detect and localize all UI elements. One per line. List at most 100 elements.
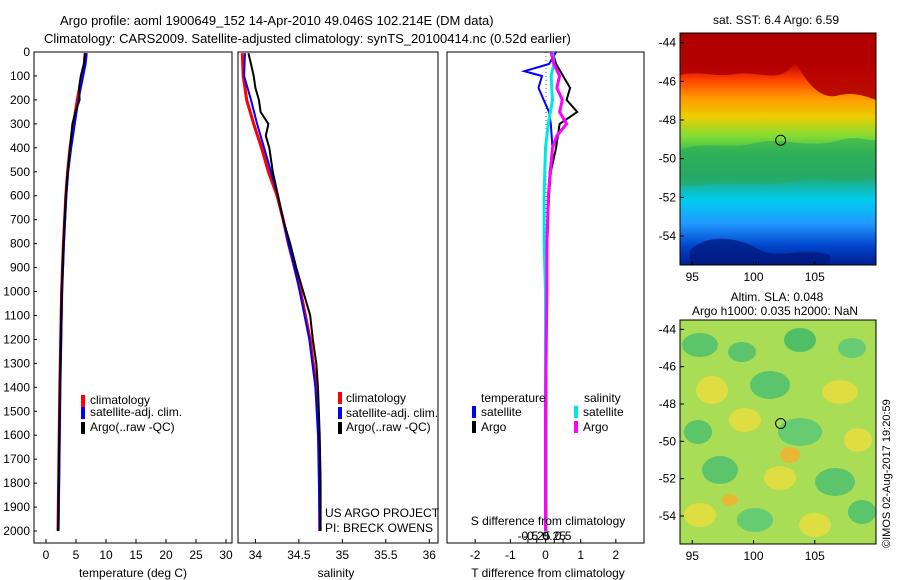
- depth-tick-label: 200: [10, 93, 30, 107]
- argo-float-marker: [775, 418, 787, 430]
- legend-swatch-sal-argo: [574, 421, 578, 433]
- depth-tick-label: 400: [10, 141, 30, 155]
- sla-blob: [844, 428, 872, 452]
- s-diff-tick-label: 0: [542, 529, 549, 543]
- legend-label-satellite: satellite-adj. clim.: [90, 405, 182, 419]
- sla-map-subtitle: Argo h1000: 0.035 h2000: NaN: [692, 304, 858, 318]
- legend-label-sal-satellite: satellite: [583, 405, 624, 419]
- t-difference-label: T difference from climatology: [471, 566, 625, 580]
- salinity-xlabel: salinity: [318, 566, 355, 580]
- depth-tick-label: 1400: [3, 380, 30, 394]
- temperature-panel: 0100200300400500600700800900100011001200…: [3, 45, 233, 580]
- map-y-tick-label: -50: [659, 152, 677, 166]
- map-y-tick-label: -54: [659, 509, 677, 523]
- depth-tick-label: 1300: [3, 356, 30, 370]
- sla-blob: [702, 456, 738, 484]
- map-y-tick-label: -44: [659, 322, 677, 336]
- t-diff-tick-label: 0: [542, 548, 549, 562]
- sla-blob: [848, 500, 876, 524]
- salinity-x-axis: 34 34.5 35 35.5 36: [249, 539, 437, 562]
- x-tick-label: 25: [189, 548, 203, 562]
- legend-label-argo: Argo(..raw -QC): [90, 420, 175, 434]
- project-annotation-line1: US ARGO PROJECT: [325, 506, 440, 520]
- depth-tick-label: 300: [10, 117, 30, 131]
- legend-swatch-climatology: [81, 395, 85, 407]
- s-difference-label: S difference from climatology: [471, 514, 626, 528]
- t-diff-tick-label: 2: [613, 548, 620, 562]
- salinity-axes-frame: [237, 51, 439, 544]
- map-y-tick-label: -46: [659, 74, 677, 88]
- sst-warm-front: [680, 33, 876, 100]
- legend-swatch-temp-satellite: [472, 406, 476, 418]
- depth-tick-label: 1900: [3, 500, 30, 514]
- sst-map-axes: 95 100 105 -44 -46 -48 -50 -52 -54: [659, 36, 825, 284]
- s-diff-tick-label: -0.25: [523, 529, 551, 543]
- x-tick-label: 35: [336, 548, 350, 562]
- map-y-tick-label: -54: [659, 229, 677, 243]
- legend-label-climatology: climatology: [346, 391, 406, 405]
- sla-blob: [764, 466, 796, 490]
- x-tick-label: 35.5: [374, 548, 398, 562]
- t-diff-tick-label: -2: [470, 548, 481, 562]
- sst-map-frame: [679, 32, 877, 266]
- depth-tick-label: 500: [10, 165, 30, 179]
- project-annotation-line2: PI: BRECK OWENS: [325, 521, 433, 535]
- s-diff-tick-label: 0.25: [543, 529, 567, 543]
- legend-swatch-sal-satellite: [574, 406, 578, 418]
- sla-anomaly-blobs: [682, 328, 876, 537]
- depth-tick-label: 1200: [3, 332, 30, 346]
- sst-map-panel: sat. SST: 6.4 Argo: 6.59 95 100 105 -44 -46 -…: [659, 13, 877, 284]
- difference-legend: temperature salinity satellite Argo sate…: [472, 391, 624, 434]
- legend-swatch-argo: [81, 422, 85, 434]
- series-line-argo-raw-qc-: [247, 52, 322, 531]
- s-diff-tick-label: -0.5: [518, 529, 539, 543]
- depth-tick-label: 0: [23, 45, 30, 59]
- x-tick-label: 0: [43, 548, 50, 562]
- legend-label-climatology: climatology: [90, 393, 150, 407]
- legend-swatch-satellite: [338, 407, 342, 419]
- salinity-panel: 34 34.5 35 35.5 36 salinity climatology sate…: [237, 51, 440, 580]
- x-tick-label: 20: [159, 548, 173, 562]
- sla-map-frame: [679, 319, 877, 545]
- legend-header-salinity: salinity: [584, 391, 621, 405]
- temperature-legend: climatology satellite-adj. clim. Argo(..…: [81, 393, 182, 434]
- depth-tick-label: 900: [10, 261, 30, 275]
- temperature-x-axis: 0 5 10 15 20 25 30: [43, 539, 233, 562]
- map-y-tick-label: -48: [659, 397, 677, 411]
- depth-tick-label: 1100: [4, 308, 30, 322]
- sla-blob: [696, 376, 728, 404]
- s-diff-tick-label: 0.5: [555, 529, 572, 543]
- figure-title-line1: Argo profile: aoml 1900649_152 14-Apr-20…: [60, 13, 494, 28]
- sst-green-band: [680, 138, 876, 186]
- sla-blob: [750, 371, 790, 399]
- x-tick-label: 34: [249, 548, 263, 562]
- sla-map-axes: 95 100 105 -44 -46 -48 -50 -52 -54: [659, 322, 825, 563]
- depth-tick-label: 2000: [3, 524, 30, 538]
- depth-tick-label: 1700: [3, 452, 30, 466]
- map-y-tick-label: -52: [659, 190, 677, 204]
- map-x-tick-label: 95: [686, 549, 700, 563]
- legend-label-temp-satellite: satellite: [481, 405, 522, 419]
- sla-blob: [729, 408, 761, 432]
- map-x-tick-label: 105: [805, 270, 825, 284]
- legend-swatch-argo: [338, 422, 342, 434]
- sla-blob: [737, 508, 773, 532]
- map-y-tick-label: -44: [659, 36, 677, 50]
- sla-blob: [684, 420, 712, 444]
- map-x-tick-label: 100: [743, 549, 763, 563]
- legend-label-satellite: satellite-adj. clim.: [346, 406, 438, 420]
- temperature-axes-frame: [33, 51, 233, 544]
- x-tick-label: 10: [99, 548, 113, 562]
- sla-map-panel: Altim. SLA: 0.048 Argo h1000: 0.035 h200…: [659, 290, 877, 563]
- depth-tick-label: 1500: [3, 404, 30, 418]
- series-line-argo-raw-qc-: [57, 53, 86, 532]
- x-tick-label: 36: [423, 548, 437, 562]
- map-x-tick-label: 100: [743, 270, 763, 284]
- legend-label-temp-argo: Argo: [481, 420, 507, 434]
- sla-blob: [722, 494, 738, 506]
- legend-swatch-temp-argo: [472, 421, 476, 433]
- t-diff-tick-label: -1: [505, 548, 516, 562]
- sla-blob: [684, 503, 716, 527]
